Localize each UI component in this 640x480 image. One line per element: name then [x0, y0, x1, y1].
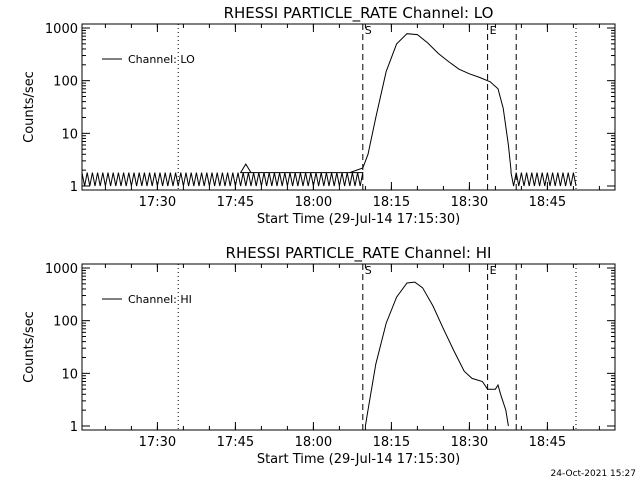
- x-tick-label: 18:30: [451, 195, 488, 210]
- series-line: [81, 33, 577, 187]
- legend-label: Channel: HI: [128, 293, 192, 306]
- y-tick-label: 100: [53, 75, 78, 90]
- y-axis-label: Counts/sec: [22, 71, 37, 143]
- marker-label-s: S: [365, 24, 372, 37]
- x-tick-label: 18:30: [451, 435, 488, 450]
- y-axis-label: Counts/sec: [22, 311, 37, 383]
- x-tick-label: 18:15: [373, 435, 410, 450]
- y-tick-label: 1000: [45, 262, 78, 277]
- legend-label: Channel: LO: [128, 53, 195, 66]
- x-tick-label: 17:45: [217, 435, 254, 450]
- x-tick-label: 17:45: [217, 195, 254, 210]
- plot-frame: [81, 263, 616, 431]
- x-tick-label: 18:00: [295, 195, 332, 210]
- x-tick-label: 17:30: [139, 195, 176, 210]
- x-tick-label: 18:45: [529, 195, 566, 210]
- y-tick-label: 10: [61, 127, 78, 142]
- x-axis-label: Start Time (29-Jul-14 17:15:30): [257, 452, 460, 467]
- y-tick-label: 1000: [45, 22, 78, 37]
- x-axis-label: Start Time (29-Jul-14 17:15:30): [257, 212, 460, 227]
- y-tick-label: 1: [70, 180, 78, 195]
- x-tick-label: 18:00: [295, 435, 332, 450]
- x-tick-label: 18:15: [373, 195, 410, 210]
- y-tick-label: 1: [70, 420, 78, 435]
- marker-label-e: E: [490, 264, 497, 277]
- series-line: [364, 281, 509, 427]
- x-tick-label: 17:30: [139, 435, 176, 450]
- chart-title: RHESSI PARTICLE_RATE Channel: HI: [226, 244, 492, 263]
- plot-frame: [81, 23, 616, 191]
- marker-label-e: E: [490, 24, 497, 37]
- y-tick-label: 10: [61, 367, 78, 382]
- footer-timestamp: 24-Oct-2021 15:27: [551, 469, 636, 479]
- panel-hi: RHESSI PARTICLE_RATE Channel: HI 1 10 100 10…: [22, 244, 616, 467]
- chart-title: RHESSI PARTICLE_RATE Channel: LO: [224, 4, 494, 23]
- marker-label-s: S: [365, 264, 372, 277]
- panel-lo: RHESSI PARTICLE_RATE Channel: LO 1 10 100 10…: [22, 4, 616, 227]
- y-tick-label: 100: [53, 315, 78, 330]
- x-tick-label: 18:45: [529, 435, 566, 450]
